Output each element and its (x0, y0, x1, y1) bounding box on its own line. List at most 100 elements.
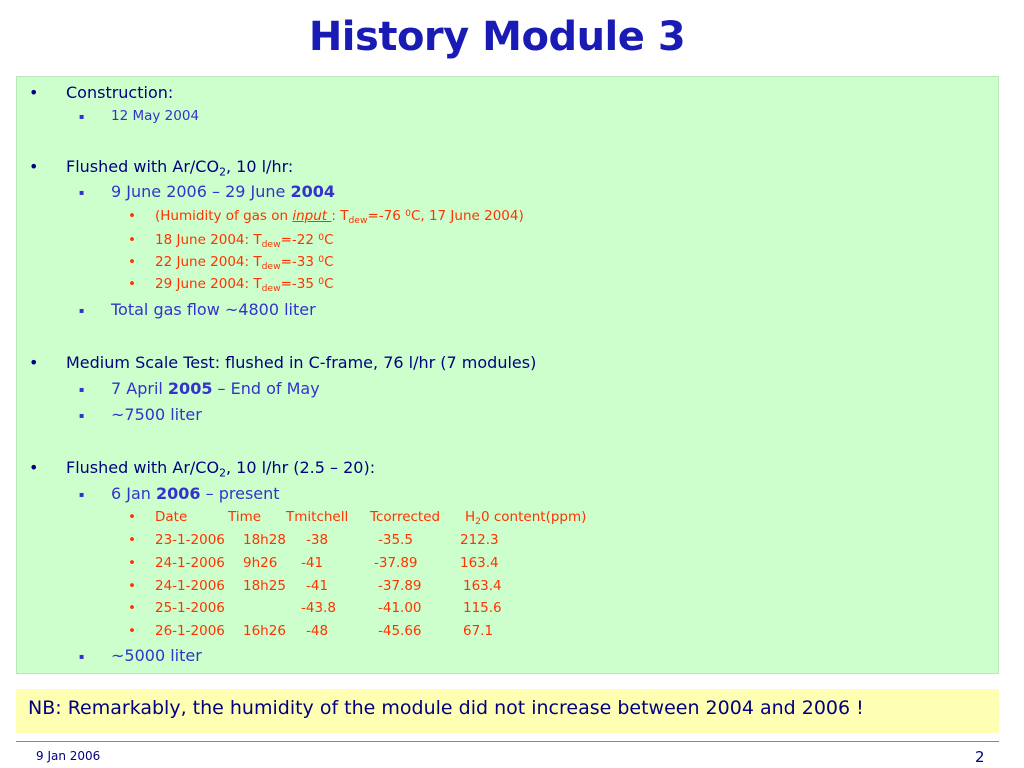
note-text: NB: Remarkably, the humidity of the modu… (28, 697, 864, 719)
medium-period-pre: 7 April (111, 379, 168, 398)
bullet: • (29, 157, 39, 176)
bullet: ▪ (79, 306, 85, 315)
cell-date: 24-1-2006 (155, 555, 225, 571)
bullet: ▪ (79, 385, 85, 394)
bullet: • (128, 532, 136, 548)
cell-date: 25-1-2006 (155, 600, 225, 616)
bullet: ▪ (79, 188, 85, 197)
cell-tmitchell: -41 (306, 578, 329, 594)
cell-tcorrected: -45.66 (378, 623, 422, 639)
flush1-period-pre: 9 June 2006 – 29 June (111, 182, 291, 201)
flush2-heading-pre: Flushed with Ar/CO (66, 458, 220, 477)
flush1-period-year: 2004 (290, 182, 335, 201)
cell-date: 23-1-2006 (155, 532, 225, 548)
measurement-value: =-33 (280, 254, 319, 271)
bullet: • (128, 600, 136, 616)
header-h2o-post: 0 content(ppm) (481, 509, 587, 525)
table-row: 25-1-2006 -43.8 -41.00 115.6 (155, 600, 755, 620)
flush1-heading: Flushed with Ar/CO2, 10 l/hr: (66, 157, 293, 178)
flush2-period-pre: 6 Jan (111, 484, 157, 503)
measurement-item: 29 June 2004: Tdew=-35 0C (155, 276, 334, 294)
cell-h2o: 67.1 (463, 623, 494, 639)
humidity-sup: 0 (405, 208, 411, 219)
flush1-heading-sub: 2 (219, 165, 226, 179)
cell-tmitchell: -38 (306, 532, 329, 548)
bullet: • (29, 353, 39, 372)
cell-h2o: 212.3 (460, 532, 499, 548)
construction-heading: Construction: (66, 83, 174, 102)
cell-date: 26-1-2006 (155, 623, 225, 639)
measurement-value: =-22 (280, 232, 319, 249)
header-time: Time (228, 509, 262, 525)
flush2-period: 6 Jan 2006 – present (111, 484, 280, 503)
bullet: ▪ (79, 112, 85, 121)
measurement-date: 22 June 2004: T (155, 254, 262, 271)
bullet: • (29, 458, 39, 477)
header-tcorrected: Tcorrected (370, 509, 441, 525)
medium-volume: ~7500 liter (111, 405, 202, 424)
cell-time: 9h26 (243, 555, 278, 571)
page-number: 2 (975, 748, 985, 766)
cell-tcorrected: -37.89 (374, 555, 418, 571)
cell-tmitchell: -41 (301, 555, 324, 571)
measurement-sub: dew (261, 238, 281, 250)
cell-tmitchell: -48 (306, 623, 329, 639)
flush1-heading-post: , 10 l/hr: (225, 157, 294, 176)
measurement-item: 18 June 2004: Tdew=-22 0C (155, 232, 334, 250)
cell-h2o: 163.4 (463, 578, 502, 594)
note-box: NB: Remarkably, the humidity of the modu… (16, 689, 999, 733)
bullet: • (29, 83, 39, 102)
flush1-humidity-note: (Humidity of gas on input : Tdew=-76 0C,… (155, 208, 524, 226)
cell-tcorrected: -41.00 (378, 600, 422, 616)
footer-divider (16, 741, 999, 742)
table-row: 24-1-2006 9h26 -41 -37.89 163.4 (155, 555, 755, 575)
bullet: • (128, 578, 136, 594)
header-h2o-sub: 2 (475, 515, 481, 527)
slide-title: History Module 3 (308, 14, 686, 60)
cell-time: 18h28 (243, 532, 286, 548)
bullet: ▪ (79, 490, 85, 499)
measurement-value: =-35 (280, 276, 319, 293)
cell-date: 24-1-2006 (155, 578, 225, 594)
measurement-sup: 0 (318, 232, 325, 243)
cell-h2o: 115.6 (463, 600, 502, 616)
header-h2o: H20 content(ppm) (465, 509, 586, 527)
table-row: 23-1-2006 18h28 -38 -35.5 212.3 (155, 532, 755, 552)
construction-date: 12 May 2004 (111, 108, 200, 124)
cell-tcorrected: -37.89 (378, 578, 422, 594)
table-row: 24-1-2006 18h25 -41 -37.89 163.4 (155, 578, 755, 598)
medium-period-post: – End of May (212, 379, 320, 398)
cell-tcorrected: -35.5 (378, 532, 413, 548)
flush2-heading-sub: 2 (219, 466, 226, 480)
bullet: • (128, 254, 136, 270)
cell-h2o: 163.4 (460, 555, 499, 571)
measurement-unit: C (324, 254, 334, 271)
flush2-heading-post: , 10 l/hr (2.5 – 20): (225, 458, 376, 477)
measurement-unit: C (324, 276, 334, 293)
measurement-date: 18 June 2004: T (155, 232, 262, 249)
cell-time: 16h26 (243, 623, 286, 639)
humidity-pre: (Humidity of gas on (155, 208, 293, 225)
header-h2o-pre: H (465, 509, 476, 525)
flush1-period: 9 June 2006 – 29 June 2004 (111, 182, 335, 201)
bullet: • (128, 555, 136, 571)
medium-period-year: 2005 (167, 379, 213, 398)
humidity-post: C, 17 June 2004) (410, 208, 524, 225)
flush1-heading-pre: Flushed with Ar/CO (66, 157, 220, 176)
bullet: • (128, 623, 136, 639)
measurement-sub: dew (261, 260, 281, 272)
humidity-input: input (292, 208, 332, 225)
measurement-sub: dew (261, 282, 281, 294)
humidity-mid: : T (331, 208, 349, 225)
cell-tmitchell: -43.8 (301, 600, 336, 616)
flush2-period-post: – present (200, 484, 280, 503)
content-panel (16, 76, 999, 674)
bullet: ▪ (79, 652, 85, 661)
table-row: 26-1-2006 16h26 -48 -45.66 67.1 (155, 623, 755, 643)
measurement-unit: C (324, 232, 334, 249)
medium-heading: Medium Scale Test: flushed in C-frame, 7… (66, 353, 537, 372)
flush1-total-flow: Total gas flow ~4800 liter (111, 300, 316, 319)
header-tmitchell: Tmitchell (286, 509, 349, 525)
header-date: Date (155, 509, 188, 525)
flush2-period-year: 2006 (156, 484, 201, 503)
